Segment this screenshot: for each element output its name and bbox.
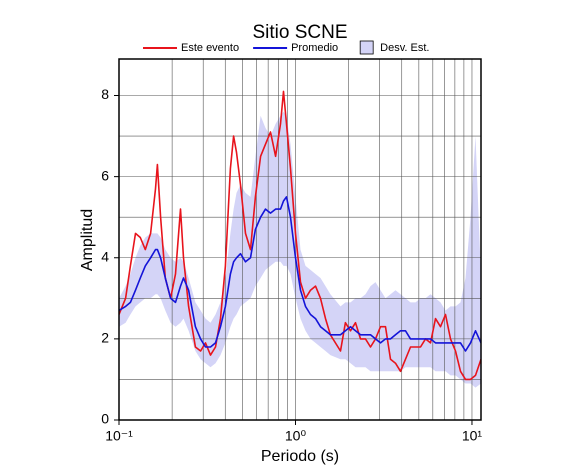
y-tick-label: 6 bbox=[101, 167, 109, 183]
chart-title: Sitio SCNE bbox=[252, 22, 347, 43]
x-tick-label: 10¹ bbox=[462, 428, 483, 444]
x-tick-label: 10⁰ bbox=[285, 428, 307, 444]
x-tick-label: 10⁻¹ bbox=[105, 428, 133, 444]
x-axis-label: Periodo (s) bbox=[261, 448, 339, 465]
legend-label: Este evento bbox=[181, 42, 239, 54]
series-line bbox=[119, 196, 481, 352]
std-band bbox=[119, 111, 481, 388]
y-tick-label: 0 bbox=[101, 411, 109, 427]
plot-frame bbox=[118, 58, 482, 421]
legend-label: Promedio bbox=[291, 42, 338, 54]
y-tick-label: 8 bbox=[101, 86, 109, 102]
y-axis-label: Amplitud bbox=[79, 209, 96, 271]
plot-area bbox=[119, 59, 481, 420]
y-tick-label: 4 bbox=[101, 248, 109, 264]
legend-label: Desv. Est. bbox=[380, 42, 429, 54]
y-tick-label: 2 bbox=[101, 330, 109, 346]
legend-swatch bbox=[359, 40, 374, 55]
series-line bbox=[119, 90, 481, 381]
